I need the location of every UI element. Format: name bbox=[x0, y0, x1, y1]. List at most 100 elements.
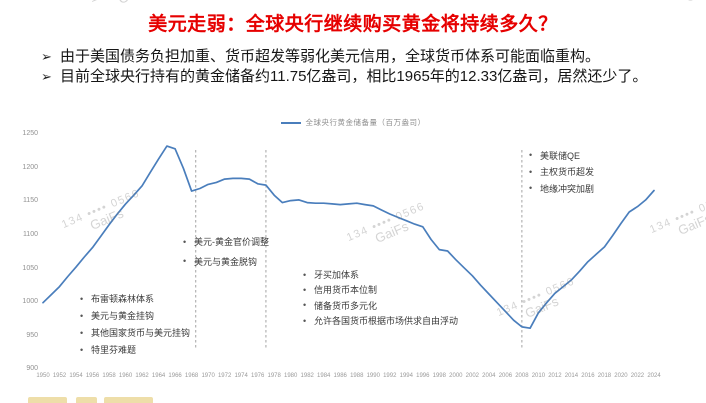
annotation-line: • 信用货币本位制 bbox=[303, 282, 458, 297]
x-axis-tick-label: 1982 bbox=[300, 373, 314, 379]
x-axis-tick-label: 2020 bbox=[614, 373, 628, 379]
annotation-line: • 美元与黄金脱钩 bbox=[183, 252, 269, 272]
legend-line-swatch bbox=[280, 121, 301, 124]
annotation-line: • 布雷顿森林体系 bbox=[80, 290, 190, 307]
bullet-item-1: ➢ 由于美国债务负担加重、货币超发等弱化美元信用，全球货币体系可能面临重构。 bbox=[41, 47, 689, 66]
x-axis-tick-label: 1994 bbox=[399, 373, 413, 379]
annotation-text: 允许各国货币根据市场供求自由浮动 bbox=[314, 316, 459, 327]
clipped-yellow-footer-text bbox=[104, 397, 153, 403]
bullet-dot-icon: • bbox=[529, 150, 533, 161]
x-axis-tick-label: 1984 bbox=[317, 373, 331, 379]
annotation-line: • 特里芬难题 bbox=[80, 341, 190, 358]
x-axis-tick-label: 1956 bbox=[85, 373, 100, 379]
legend-label: 全球央行黄金储备量（百万盎司） bbox=[305, 118, 426, 127]
arrow-bullet-icon: ➢ bbox=[41, 69, 52, 84]
annotation-group-jamaica-system: • 牙买加体系 • 信用货币本位制 • 储备货币多元化 • 允许各国货币根据市场供求自由浮动 bbox=[303, 267, 458, 328]
bullet-item-2: ➢ 目前全球央行持有的黄金储备约11.75亿盎司，相比1965年的12.33亿盎… bbox=[41, 67, 689, 86]
x-axis-tick-label: 2002 bbox=[465, 373, 480, 379]
x-axis-tick-label: 1986 bbox=[333, 373, 347, 379]
annotation-line: • 允许各国货币根据市场供求自由浮动 bbox=[303, 313, 458, 328]
annotation-line: • 美元-黄金官价调整 bbox=[183, 232, 269, 252]
annotation-text: 美元与黄金挂钩 bbox=[91, 311, 155, 321]
bullet-dot-icon: • bbox=[529, 183, 533, 194]
x-axis-tick-label: 1998 bbox=[432, 373, 446, 379]
x-axis-tick-label: 1996 bbox=[416, 373, 430, 379]
bullet-dot-icon: • bbox=[183, 236, 187, 247]
bullet-dot-icon: • bbox=[80, 293, 84, 304]
bullet-text: 由于美国债务负担加重、货币超发等弱化美元信用，全球货币体系可能面临重构。 bbox=[60, 48, 601, 65]
annotation-text: 美元-黄金官价调整 bbox=[194, 237, 269, 248]
clipped-yellow-footer-text bbox=[76, 397, 97, 403]
x-axis-tick-label: 1970 bbox=[201, 373, 215, 379]
annotation-line: • 地缘冲突加剧 bbox=[529, 180, 594, 197]
annotation-line: • 美联储QE bbox=[529, 147, 594, 164]
bullet-dot-icon: • bbox=[183, 256, 187, 267]
annotation-group-fed-qe: • 美联储QE • 主权货币超发 • 地缘冲突加剧 bbox=[529, 147, 594, 197]
x-axis-tick-label: 2016 bbox=[581, 373, 595, 379]
x-axis-tick-label: 1960 bbox=[118, 373, 133, 379]
arrow-bullet-icon: ➢ bbox=[41, 49, 52, 64]
annotation-text: 美元与黄金脱钩 bbox=[194, 256, 258, 267]
x-axis-tick-label: 1950 bbox=[36, 373, 50, 379]
gold-reserves-line bbox=[42, 145, 655, 330]
y-axis-tick-label: 1150 bbox=[22, 197, 38, 205]
slide-title: 美元走弱：全球央行继续购买黄金将持续多久？ bbox=[148, 14, 558, 35]
annotation-text: 特里芬难题 bbox=[91, 345, 137, 355]
annotation-text: 布雷顿森林体系 bbox=[91, 294, 155, 304]
x-axis-tick-label: 2006 bbox=[498, 373, 513, 379]
x-axis-tick-label: 1968 bbox=[184, 373, 199, 379]
y-axis-tick-label: 1100 bbox=[22, 231, 38, 238]
x-axis-tick-label: 1990 bbox=[366, 373, 380, 379]
annotation-text: 地缘冲突加剧 bbox=[540, 183, 595, 194]
x-axis-tick-label: 2004 bbox=[482, 373, 496, 379]
annotation-line: • 主权货币超发 bbox=[529, 164, 594, 181]
bullet-dot-icon: • bbox=[303, 284, 307, 295]
clipped-yellow-footer-text bbox=[28, 397, 67, 403]
bullet-dot-icon: • bbox=[303, 269, 307, 280]
bullet-dot-icon: • bbox=[303, 300, 307, 311]
x-axis-tick-label: 2008 bbox=[515, 373, 529, 379]
y-axis-tick-label: 1200 bbox=[22, 163, 38, 171]
annotation-group-bretton-woods-system: • 布雷顿森林体系 • 美元与黄金挂钩 • 其他国家货币与美元挂钩 • 特里芬难题 bbox=[80, 290, 190, 358]
x-axis-tick-label: 1952 bbox=[52, 373, 67, 379]
bullet-dot-icon: • bbox=[80, 310, 84, 321]
x-axis-tick-label: 1962 bbox=[135, 373, 149, 379]
y-axis-tick-label: 900 bbox=[26, 365, 38, 373]
y-axis-tick-label: 1000 bbox=[22, 298, 38, 306]
x-axis-tick-label: 1974 bbox=[234, 373, 248, 379]
annotation-text: 美联储QE bbox=[540, 150, 581, 161]
annotation-line: • 美元与黄金挂钩 bbox=[80, 307, 190, 324]
annotation-text: 其他国家货币与美元挂钩 bbox=[91, 328, 191, 338]
x-axis-tick-label: 1988 bbox=[350, 373, 364, 379]
x-axis-tick-label: 1978 bbox=[267, 373, 281, 379]
x-axis-tick-label: 2000 bbox=[449, 373, 463, 379]
bullet-dot-icon: • bbox=[529, 166, 533, 177]
annotation-text: 牙买加体系 bbox=[314, 270, 360, 281]
y-axis-tick-label: 1050 bbox=[22, 264, 38, 272]
x-axis-tick-label: 2018 bbox=[597, 373, 612, 379]
x-axis-tick-label: 2010 bbox=[531, 373, 546, 379]
y-axis-tick-label: 1250 bbox=[22, 130, 38, 138]
x-axis-tick-label: 1958 bbox=[102, 373, 116, 379]
x-axis-tick-label: 1964 bbox=[151, 373, 166, 379]
bullet-text: 目前全球央行持有的黄金储备约11.75亿盎司，相比1965年的12.33亿盎司，… bbox=[60, 68, 648, 85]
x-axis-tick-label: 1966 bbox=[168, 373, 182, 379]
x-axis-tick-label: 2024 bbox=[647, 373, 661, 379]
annotation-text: 信用货币本位制 bbox=[314, 285, 378, 296]
annotation-text: 储备货币多元化 bbox=[314, 300, 378, 311]
annotation-line: • 储备货币多元化 bbox=[303, 298, 458, 313]
x-axis-tick-label: 2012 bbox=[548, 373, 562, 379]
annotation-text: 主权货币超发 bbox=[540, 167, 595, 178]
annotation-line: • 其他国家货币与美元挂钩 bbox=[80, 324, 190, 341]
x-axis-tick-label: 1954 bbox=[69, 373, 83, 379]
bullet-dot-icon: • bbox=[80, 344, 84, 355]
y-axis-tick-label: 950 bbox=[26, 331, 38, 339]
chart-legend: 全球央行黄金储备量（百万盎司） bbox=[0, 117, 706, 128]
x-axis-tick-label: 1976 bbox=[250, 373, 265, 379]
annotation-line: • 牙买加体系 bbox=[303, 267, 458, 282]
x-axis-tick-label: 1992 bbox=[383, 373, 397, 379]
bullet-dot-icon: • bbox=[80, 327, 84, 338]
x-axis-tick-label: 1972 bbox=[217, 373, 232, 379]
x-axis-tick-label: 2014 bbox=[564, 373, 579, 379]
